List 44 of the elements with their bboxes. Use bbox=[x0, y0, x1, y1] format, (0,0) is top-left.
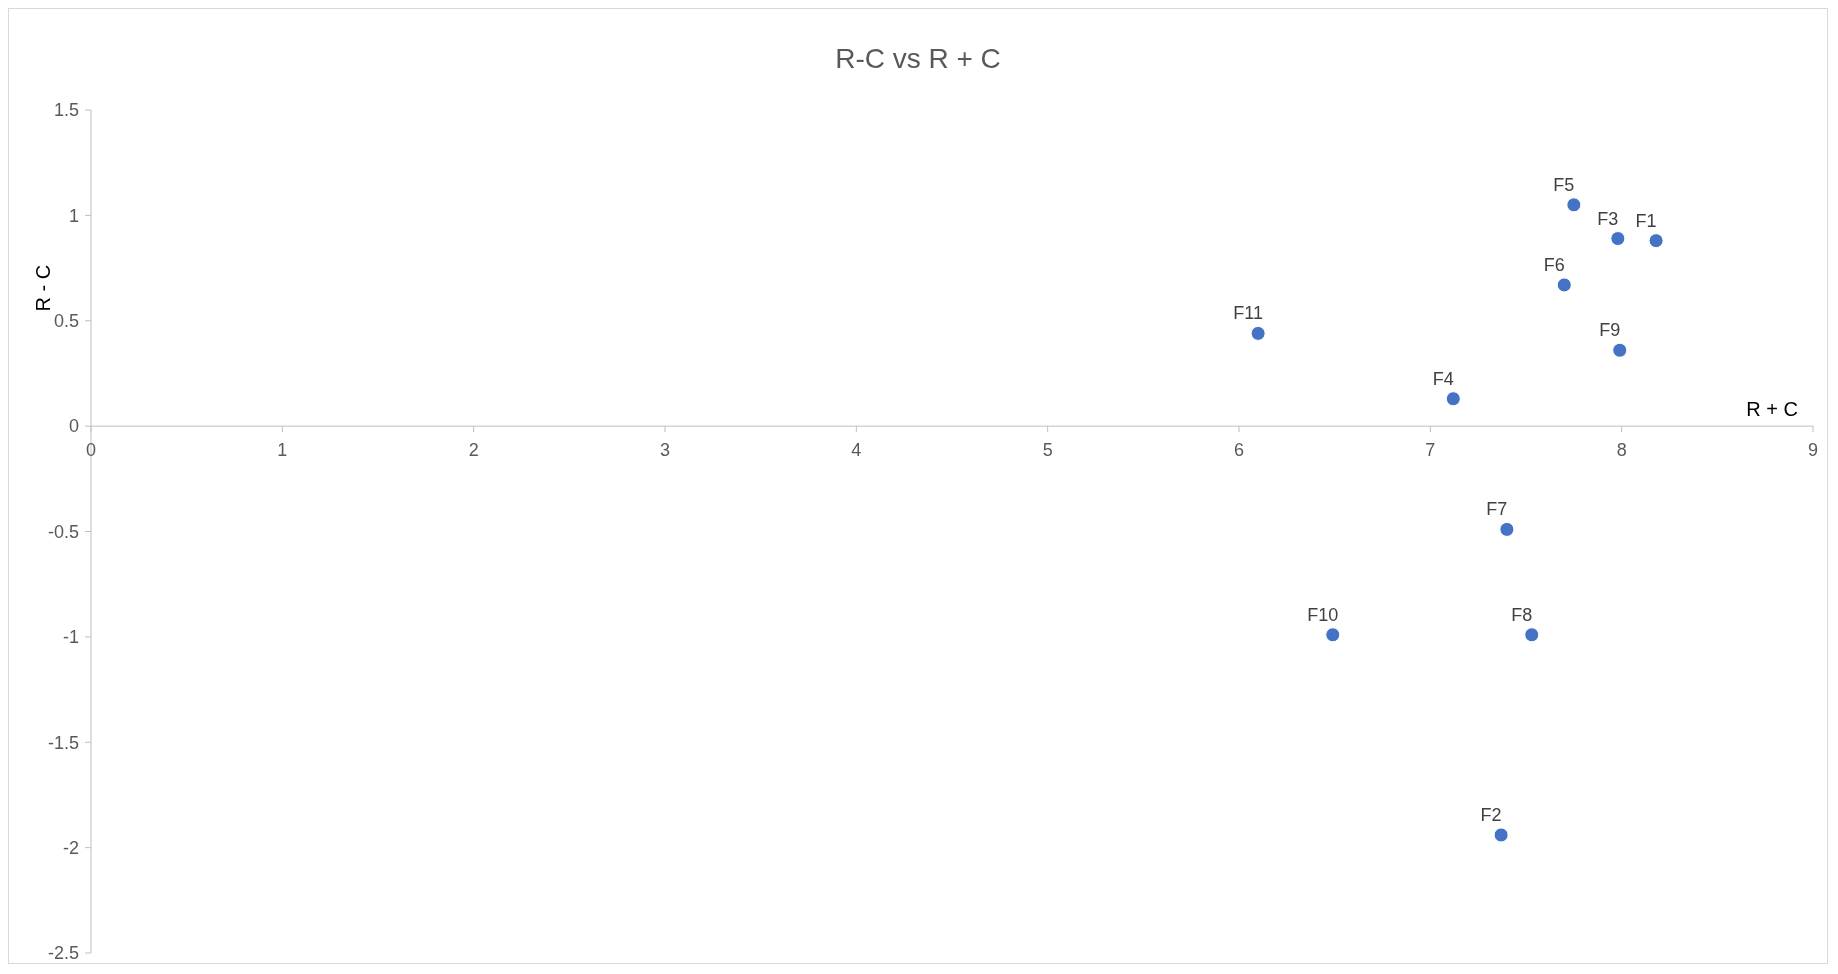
point bbox=[1610, 231, 1626, 247]
y-tick-label: 1.5 bbox=[53, 100, 79, 121]
point bbox=[1499, 521, 1515, 537]
annotation: F11 bbox=[1233, 303, 1263, 324]
point bbox=[1325, 627, 1341, 643]
annotation: F9 bbox=[1599, 320, 1621, 341]
x-tick-label: 2 bbox=[468, 440, 479, 461]
chart-title: R-C vs R + C bbox=[835, 43, 1001, 74]
point bbox=[1493, 827, 1509, 843]
y-tick-label: 1 bbox=[68, 205, 79, 226]
y-tick-label: -2 bbox=[62, 837, 79, 858]
point bbox=[1250, 325, 1266, 341]
annotation: F7 bbox=[1486, 499, 1508, 520]
point bbox=[1524, 627, 1540, 643]
x-tick-label: 5 bbox=[1042, 440, 1053, 461]
point bbox=[1556, 277, 1572, 293]
y-tick-label: -1 bbox=[62, 627, 79, 648]
annotation: F2 bbox=[1480, 804, 1502, 825]
x-tick-label: 8 bbox=[1616, 440, 1627, 461]
y-tick-label: -2.5 bbox=[47, 943, 79, 964]
point bbox=[1566, 197, 1582, 213]
y-tick-label: -0.5 bbox=[47, 521, 79, 542]
x-tick-label: 7 bbox=[1425, 440, 1436, 461]
annotation: F1 bbox=[1635, 210, 1657, 231]
x-tick-label: 3 bbox=[659, 440, 671, 461]
x-tick-label: 9 bbox=[1807, 440, 1819, 461]
annotation: F5 bbox=[1553, 174, 1575, 195]
x-tick-label: 1 bbox=[277, 440, 288, 461]
annotation: F4 bbox=[1432, 368, 1454, 389]
x-axis-title: R + C bbox=[1746, 398, 1798, 421]
y-axis-title: R - C bbox=[32, 264, 54, 312]
x-tick-label: 0 bbox=[85, 440, 97, 461]
y-tick-label: -1.5 bbox=[47, 732, 79, 753]
point bbox=[1445, 391, 1461, 407]
annotation: F8 bbox=[1511, 604, 1533, 625]
annotation: F6 bbox=[1543, 254, 1565, 275]
annotation: F3 bbox=[1597, 208, 1619, 229]
annotation: F10 bbox=[1307, 604, 1339, 625]
y-tick-label: 0 bbox=[68, 416, 79, 437]
x-tick-label: 6 bbox=[1233, 440, 1245, 461]
point bbox=[1648, 233, 1664, 249]
x-tick-label: 4 bbox=[851, 440, 862, 461]
y-tick-label: 0.5 bbox=[53, 311, 79, 332]
point bbox=[1612, 342, 1628, 358]
